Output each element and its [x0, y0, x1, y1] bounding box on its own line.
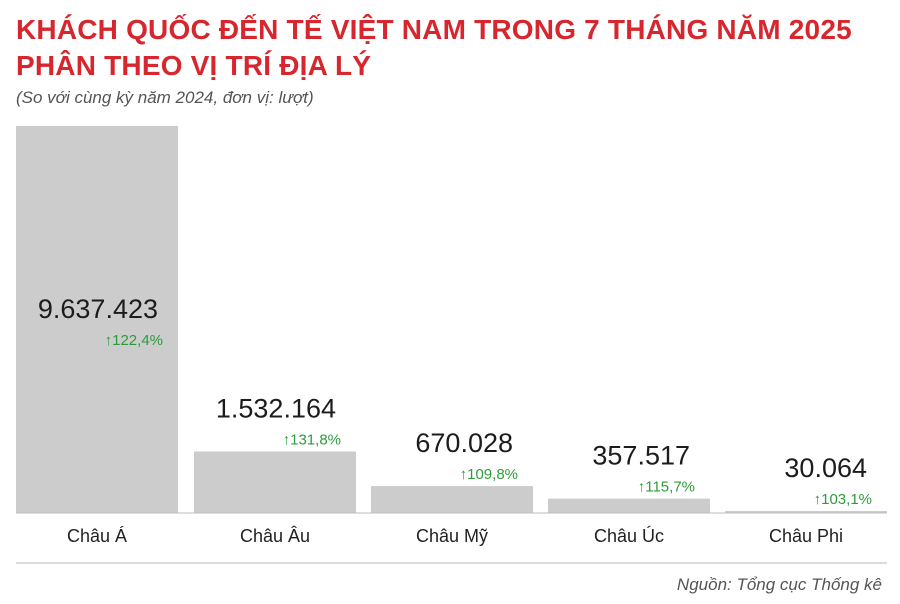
value-label-5: 30.064	[784, 453, 867, 483]
category-label-2: Châu Âu	[240, 526, 310, 546]
chart-subtitle: (So với cùng kỳ năm 2024, đơn vị: lượt)	[16, 88, 314, 107]
category-label-4: Châu Úc	[594, 525, 664, 546]
bar-4	[548, 498, 710, 513]
bar-3	[371, 486, 533, 513]
chart-title-line-2: PHÂN THEO VỊ TRÍ ĐỊA LÝ	[16, 50, 372, 81]
bar-1	[16, 126, 178, 513]
category-label-1: Châu Á	[67, 526, 127, 546]
value-label-3: 670.028	[415, 428, 513, 458]
category-label-5: Châu Phi	[769, 526, 843, 546]
growth-label-4: ↑115,7%	[638, 479, 695, 496]
value-label-4: 357.517	[592, 441, 690, 471]
bar-2	[194, 451, 356, 513]
growth-label-3: ↑109,8%	[460, 466, 518, 483]
chart-title-line-1: KHÁCH QUỐC ĐẾN TẾ VIỆT NAM TRONG 7 THÁNG…	[16, 14, 852, 45]
growth-label-5: ↑103,1%	[814, 491, 872, 508]
value-label-2: 1.532.164	[216, 393, 336, 423]
growth-label-1: ↑122,4%	[105, 332, 163, 349]
source-note: Nguồn: Tổng cục Thống kê	[676, 575, 882, 594]
bar-5	[725, 511, 887, 513]
value-label-1: 9.637.423	[38, 294, 158, 324]
category-label-3: Châu Mỹ	[416, 526, 488, 546]
growth-label-2: ↑131,8%	[283, 431, 341, 448]
